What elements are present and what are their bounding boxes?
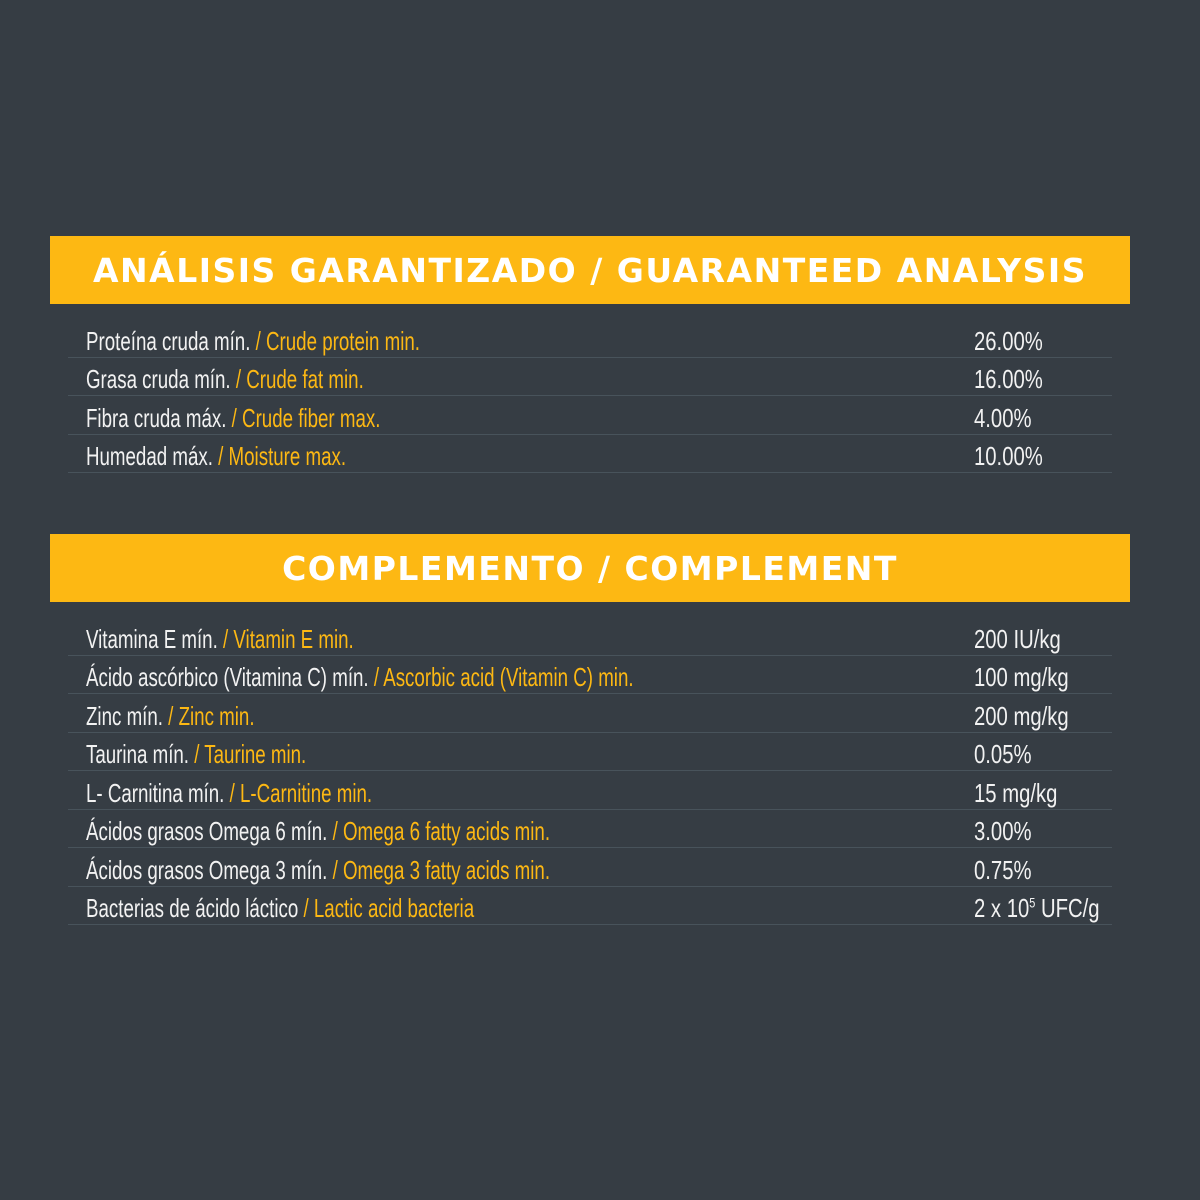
complement-row-omega-6: Ácidos grasos Omega 6 mín. / Omega 6 fat…	[68, 810, 1112, 848]
complement-list: Vitamina E mín. / Vitamin E min. 200 IU/…	[68, 617, 1112, 925]
row-label: Bacterias de ácido láctico / Lactic acid…	[86, 892, 474, 924]
row-value: 10.00%	[974, 441, 1043, 471]
label-spanish: Bacterias de ácido láctico	[86, 893, 299, 923]
row-value: 200 mg/kg	[974, 700, 1069, 731]
complement-row-omega-3: Ácidos grasos Omega 3 mín. / Omega 3 fat…	[68, 848, 1112, 887]
label-spanish: Ácido ascórbico (Vitamina C) mín.	[86, 662, 369, 692]
label-english: / Moisture max.	[212, 441, 347, 471]
complement-row-zinc: Zinc mín. / Zinc min. 200 mg/kg	[68, 694, 1112, 733]
label-english: / Ascorbic acid (Vitamin C) min.	[368, 662, 634, 692]
label-spanish: Ácidos grasos Omega 3 mín.	[86, 854, 328, 885]
row-label: Humedad máx. / Moisture max.	[86, 440, 346, 472]
row-value: 2 x 105 UFC/g	[974, 892, 1100, 924]
row-value: 4.00%	[974, 402, 1032, 433]
analysis-row-crude-fat: Grasa cruda mín. / Crude fat min. 16.00%	[68, 358, 1112, 396]
label-english: / Taurine min.	[189, 739, 307, 769]
complement-banner: COMPLEMENTO / COMPLEMENT	[50, 534, 1130, 602]
label-spanish: Ácidos grasos Omega 6 mín.	[86, 816, 328, 846]
analysis-row-moisture: Humedad máx. / Moisture max. 10.00%	[68, 435, 1112, 473]
row-value: 0.05%	[974, 739, 1032, 769]
row-value: 200 IU/kg	[974, 623, 1061, 654]
row-label: Fibra cruda máx. / Crude fiber max.	[86, 402, 380, 434]
label-english: / Zinc min.	[162, 700, 255, 731]
value-unit: UFC/g	[1035, 893, 1100, 923]
row-label: L- Carnitina mín. / L-Carnitine min.	[86, 777, 372, 809]
row-label: Taurina mín. / Taurine min.	[86, 738, 306, 770]
row-value: 0.75%	[974, 854, 1032, 885]
analysis-row-crude-fiber: Fibra cruda máx. / Crude fiber max. 4.00…	[68, 396, 1112, 435]
label-spanish: L- Carnitina mín.	[86, 777, 225, 808]
row-value: 16.00%	[974, 364, 1043, 394]
analysis-row-crude-protein: Proteína cruda mín. / Crude protein min.…	[68, 319, 1112, 358]
row-label: Ácidos grasos Omega 3 mín. / Omega 3 fat…	[86, 854, 550, 886]
row-value: 100 mg/kg	[974, 662, 1069, 692]
guaranteed-analysis-list: Proteína cruda mín. / Crude protein min.…	[68, 319, 1112, 473]
label-english: / Crude fat min.	[230, 364, 364, 394]
label-english: / Omega 6 fatty acids min.	[327, 816, 551, 846]
label-spanish: Taurina mín.	[86, 739, 190, 769]
value-exponent: 5	[1029, 894, 1036, 911]
value-base: 2 x 10	[974, 893, 1030, 923]
label-spanish: Vitamina E mín.	[86, 623, 218, 654]
complement-row-ascorbic-acid: Ácido ascórbico (Vitamina C) mín. / Asco…	[68, 656, 1112, 694]
guaranteed-analysis-banner: ANÁLISIS GARANTIZADO / GUARANTEED ANALYS…	[50, 236, 1130, 304]
label-english: / L-Carnitine min.	[224, 777, 373, 808]
label-spanish: Grasa cruda mín.	[86, 364, 231, 394]
complement-row-lactic-acid-bacteria: Bacterias de ácido láctico / Lactic acid…	[68, 887, 1112, 925]
label-english: / Crude fiber max.	[226, 402, 381, 433]
guaranteed-analysis-section: ANÁLISIS GARANTIZADO / GUARANTEED ANALYS…	[50, 236, 1130, 473]
row-value: 26.00%	[974, 325, 1043, 356]
row-label: Proteína cruda mín. / Crude protein min.	[86, 325, 420, 357]
row-value: 3.00%	[974, 816, 1032, 846]
label-english: / Crude protein min.	[250, 325, 421, 356]
row-label: Vitamina E mín. / Vitamin E min.	[86, 623, 354, 655]
label-spanish: Proteína cruda mín.	[86, 325, 251, 356]
label-spanish: Fibra cruda máx.	[86, 402, 227, 433]
complement-title: COMPLEMENTO / COMPLEMENT	[282, 548, 898, 588]
complement-section: COMPLEMENTO / COMPLEMENT Vitamina E mín.…	[50, 534, 1130, 925]
label-english: / Vitamin E min.	[217, 623, 354, 654]
complement-row-vitamin-e: Vitamina E mín. / Vitamin E min. 200 IU/…	[68, 617, 1112, 656]
row-value: 15 mg/kg	[974, 777, 1058, 808]
row-label: Ácidos grasos Omega 6 mín. / Omega 6 fat…	[86, 815, 550, 847]
row-label: Grasa cruda mín. / Crude fat min.	[86, 363, 364, 395]
label-spanish: Humedad máx.	[86, 441, 213, 471]
row-label: Zinc mín. / Zinc min.	[86, 700, 255, 732]
label-english: / Omega 3 fatty acids min.	[327, 854, 551, 885]
complement-row-taurine: Taurina mín. / Taurine min. 0.05%	[68, 733, 1112, 771]
label-english: / Lactic acid bacteria	[298, 893, 475, 923]
guaranteed-analysis-title: ANÁLISIS GARANTIZADO / GUARANTEED ANALYS…	[93, 250, 1087, 290]
label-spanish: Zinc mín.	[86, 700, 163, 731]
complement-row-l-carnitine: L- Carnitina mín. / L-Carnitine min. 15 …	[68, 771, 1112, 810]
row-label: Ácido ascórbico (Vitamina C) mín. / Asco…	[86, 661, 634, 693]
